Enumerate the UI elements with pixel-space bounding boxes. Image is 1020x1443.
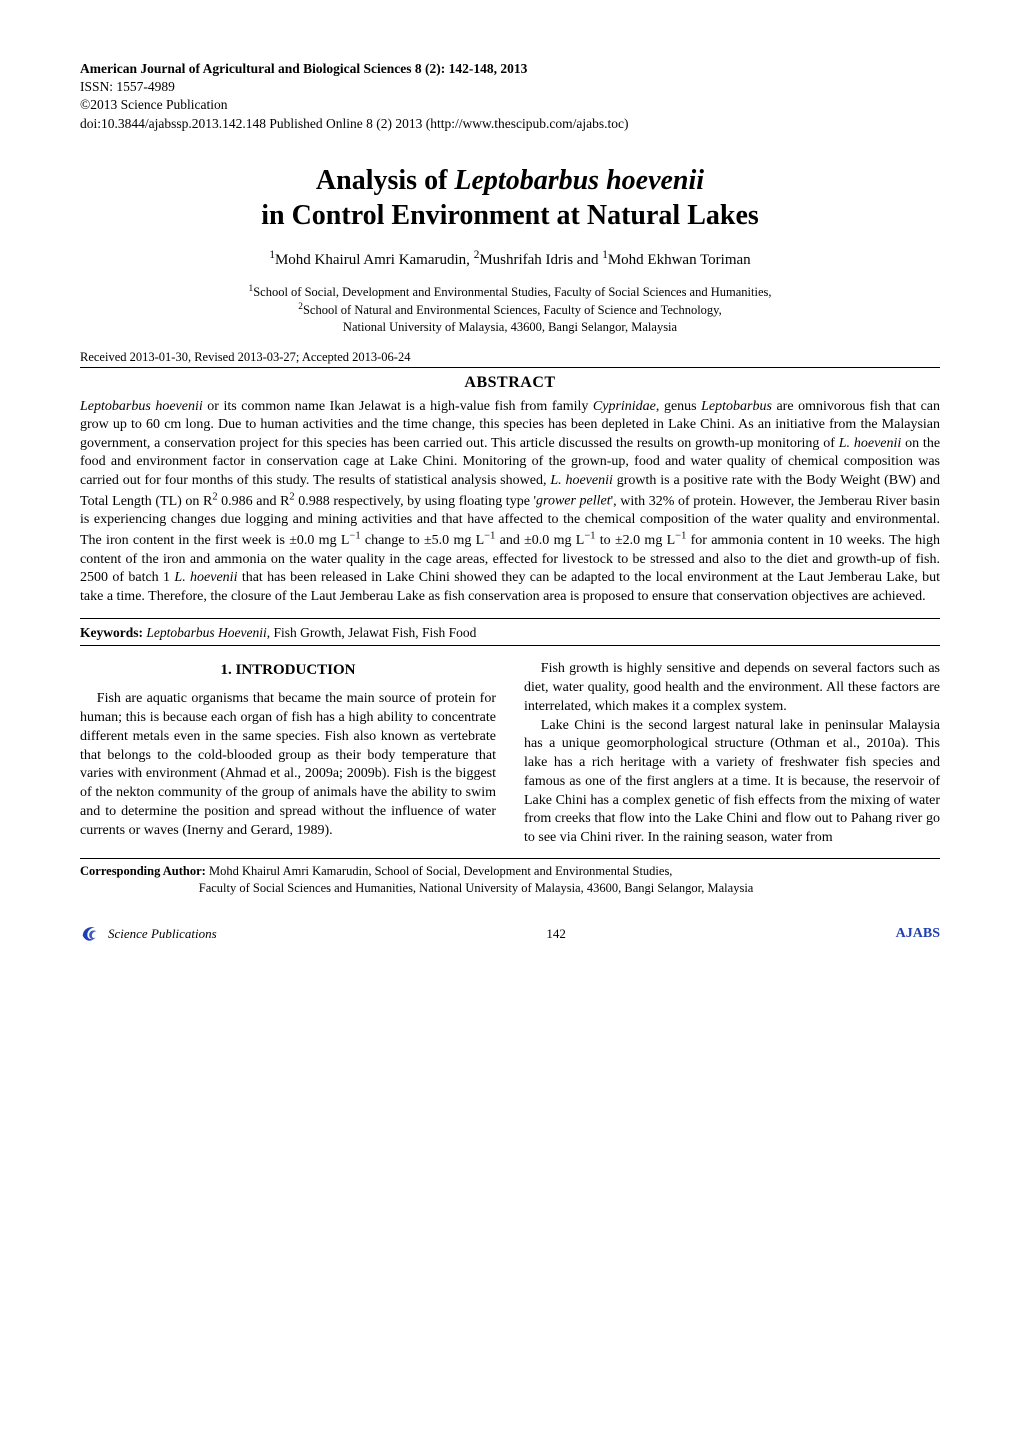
- paper-title: Analysis of Leptobarbus hoevenii in Cont…: [80, 163, 940, 233]
- body-paragraph: Fish are aquatic organisms that became t…: [80, 690, 496, 840]
- authors: 1Mohd Khairul Amri Kamarudin, 2Mushrifah…: [80, 249, 940, 269]
- keywords: Keywords: Leptobarbus Hoevenii, Fish Gro…: [80, 619, 940, 645]
- article-dates: Received 2013-01-30, Revised 2013-03-27;…: [80, 350, 940, 368]
- keywords-text: Leptobarbus Hoevenii, Fish Growth, Jelaw…: [143, 625, 476, 640]
- publisher-logo: Science Publications: [80, 923, 217, 945]
- body-columns: 1. INTRODUCTION Fish are aquatic organis…: [80, 660, 940, 848]
- right-column: Fish growth is highly sensitive and depe…: [524, 660, 940, 848]
- corresponding-author: Corresponding Author: Mohd Khairul Amri …: [80, 859, 940, 897]
- corresponding-line2: Faculty of Social Sciences and Humanitie…: [80, 880, 753, 897]
- publisher-name: Science Publications: [108, 926, 217, 942]
- title-line2: in Control Environment at Natural Lakes: [261, 200, 759, 231]
- title-prefix: Analysis of: [316, 165, 454, 196]
- body-paragraph: Lake Chini is the second largest natural…: [524, 717, 940, 848]
- keywords-label: Keywords:: [80, 625, 143, 640]
- abstract-heading: ABSTRACT: [80, 374, 940, 392]
- affiliations: 1School of Social, Development and Envir…: [80, 283, 940, 336]
- divider: [80, 645, 940, 646]
- affiliation-uni: National University of Malaysia, 43600, …: [80, 319, 940, 336]
- doi-line: doi:10.3844/ajabssp.2013.142.148 Publish…: [80, 115, 940, 133]
- logo-swirl-icon: [80, 923, 102, 945]
- journal-meta: American Journal of Agricultural and Bio…: [80, 60, 940, 133]
- affiliation-1: 1School of Social, Development and Envir…: [80, 283, 940, 301]
- journal-citation: American Journal of Agricultural and Bio…: [80, 60, 940, 78]
- page-footer: Science Publications 142 AJABS: [80, 923, 940, 945]
- page-number: 142: [546, 926, 566, 942]
- section-heading-introduction: 1. INTRODUCTION: [80, 660, 496, 680]
- affiliation-2: 2School of Natural and Environmental Sci…: [80, 301, 940, 319]
- left-column: 1. INTRODUCTION Fish are aquatic organis…: [80, 660, 496, 848]
- title-species: Leptobarbus hoevenii: [454, 165, 704, 196]
- copyright: ©2013 Science Publication: [80, 96, 940, 114]
- body-paragraph: Fish growth is highly sensitive and depe…: [524, 660, 940, 716]
- corresponding-label: Corresponding Author:: [80, 864, 206, 878]
- issn: ISSN: 1557-4989: [80, 78, 940, 96]
- corresponding-line1: Mohd Khairul Amri Kamarudin, School of S…: [206, 864, 673, 878]
- abstract-text: Leptobarbus hoevenii or its common name …: [80, 398, 940, 606]
- journal-abbrev: AJABS: [896, 926, 940, 942]
